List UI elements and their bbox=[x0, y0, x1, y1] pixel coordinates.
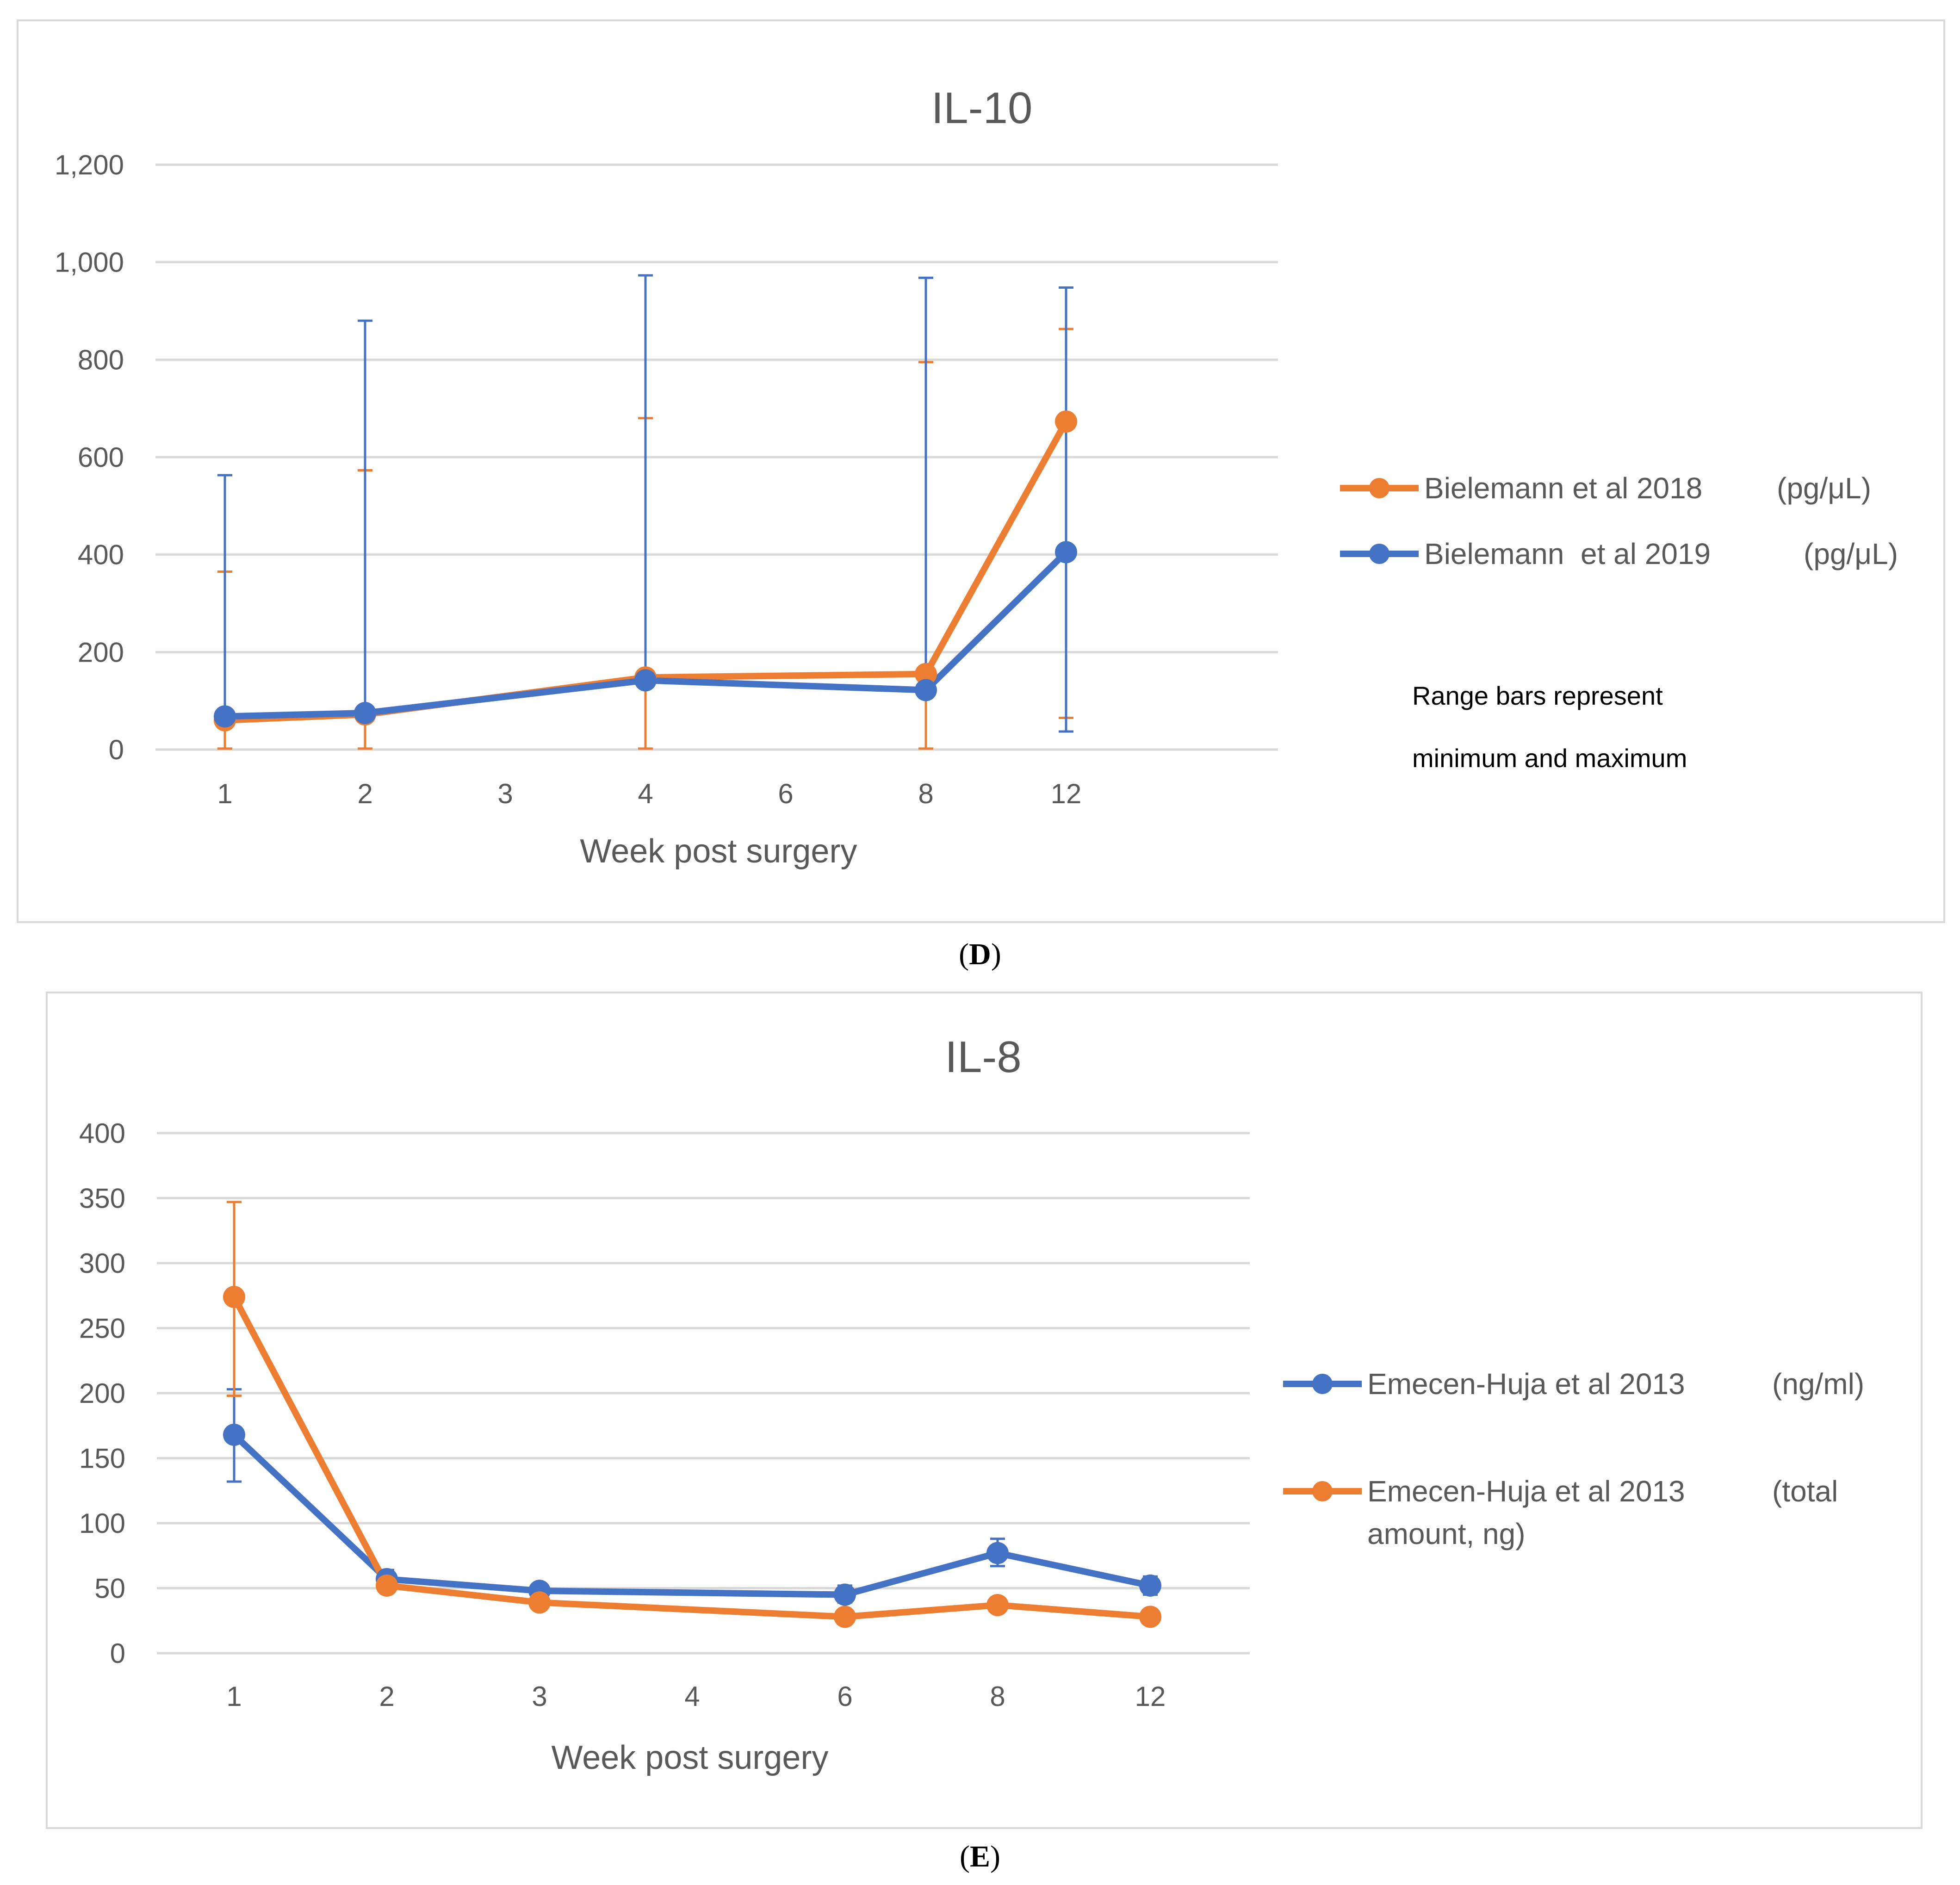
panel-d-caption: (D) bbox=[887, 937, 1073, 972]
data-point bbox=[915, 679, 937, 701]
y-tick-label: 400 bbox=[79, 1118, 125, 1149]
data-point bbox=[1055, 541, 1077, 564]
y-tick-label: 0 bbox=[109, 734, 124, 765]
y-tick-label: 600 bbox=[78, 442, 124, 473]
chart-title: IL-10 bbox=[931, 83, 1033, 133]
x-tick-label: 8 bbox=[918, 778, 933, 809]
data-point bbox=[986, 1594, 1009, 1617]
legend-unit-continued: amount, ng) bbox=[1367, 1517, 1526, 1550]
y-tick-label: 400 bbox=[78, 539, 124, 570]
series-line bbox=[231, 1431, 1154, 1598]
error-bar bbox=[217, 474, 232, 722]
caption-paren: ) bbox=[990, 1840, 1000, 1873]
legend-label: Bielemann et al 2018 bbox=[1424, 471, 1702, 505]
caption-letter: D bbox=[969, 937, 991, 971]
data-point bbox=[376, 1574, 398, 1597]
x-axis-label: Week post surgery bbox=[552, 1739, 829, 1776]
x-tick-label: 4 bbox=[684, 1681, 700, 1712]
y-tick-label: 150 bbox=[79, 1443, 125, 1474]
data-point bbox=[223, 1286, 245, 1308]
legend-swatch-marker bbox=[1369, 478, 1389, 498]
range-note-line-2: minimum and maximum bbox=[1412, 744, 1687, 773]
data-point bbox=[986, 1542, 1009, 1564]
x-tick-label: 12 bbox=[1051, 778, 1082, 809]
y-tick-label: 200 bbox=[78, 637, 124, 668]
chart-title: IL-8 bbox=[945, 1032, 1021, 1082]
data-point bbox=[1055, 410, 1077, 433]
caption-letter: E bbox=[969, 1840, 991, 1873]
legend: Bielemann et al 2018 (pg/μL) Bielemann e… bbox=[1340, 471, 1898, 570]
data-point bbox=[1139, 1606, 1161, 1628]
legend-label: Emecen-Huja et al 2013 bbox=[1367, 1475, 1685, 1508]
legend-label: Emecen-Huja et al 2013 bbox=[1367, 1367, 1685, 1401]
y-tick-label: 1,200 bbox=[55, 149, 124, 180]
error-bar bbox=[1059, 286, 1073, 733]
data-point bbox=[354, 702, 376, 724]
y-tick-label: 200 bbox=[79, 1378, 125, 1409]
x-tick-label: 3 bbox=[532, 1681, 547, 1712]
x-tick-label: 1 bbox=[217, 778, 232, 809]
caption-paren: ) bbox=[991, 937, 1001, 971]
panel-e-caption: (E) bbox=[887, 1839, 1073, 1874]
error-bar bbox=[358, 319, 372, 717]
y-tick-label: 350 bbox=[79, 1183, 125, 1214]
y-tick-label: 0 bbox=[110, 1638, 125, 1669]
range-note-line-1: Range bars represent bbox=[1412, 681, 1663, 710]
x-tick-label: 4 bbox=[638, 778, 653, 809]
data-point bbox=[915, 663, 937, 685]
x-tick-label: 1 bbox=[226, 1681, 242, 1712]
y-tick-label: 300 bbox=[79, 1248, 125, 1279]
data-point bbox=[634, 669, 657, 692]
y-tick-label: 250 bbox=[79, 1313, 125, 1344]
caption-paren: ( bbox=[959, 937, 969, 971]
x-axis-label: Week post surgery bbox=[580, 833, 857, 870]
legend-swatch-marker bbox=[1312, 1374, 1333, 1394]
legend: Emecen-Huja et al 2013 (ng/ml) Emecen-Hu… bbox=[1283, 1367, 1864, 1550]
x-tick-label: 12 bbox=[1135, 1681, 1166, 1712]
x-tick-label: 2 bbox=[379, 1681, 394, 1712]
legend-swatch-marker bbox=[1312, 1481, 1333, 1501]
legend-unit: (pg/μL) bbox=[1777, 471, 1871, 505]
legend-unit: (pg/μL) bbox=[1804, 537, 1898, 570]
legend-label: Bielemann et al 2019 bbox=[1424, 537, 1711, 570]
x-tick-label: 2 bbox=[357, 778, 372, 809]
error-bar bbox=[918, 276, 933, 693]
series-line bbox=[231, 1294, 1154, 1620]
x-tick-label: 6 bbox=[778, 778, 793, 809]
y-tick-label: 1,000 bbox=[55, 247, 124, 278]
caption-paren: ( bbox=[960, 1840, 970, 1873]
x-tick-label: 8 bbox=[990, 1681, 1005, 1712]
data-point bbox=[834, 1606, 856, 1628]
data-point bbox=[214, 705, 236, 728]
y-tick-label: 800 bbox=[78, 344, 124, 375]
y-tick-label: 50 bbox=[94, 1573, 125, 1604]
data-point bbox=[223, 1423, 245, 1446]
error-bar bbox=[638, 274, 653, 683]
legend-swatch-marker bbox=[1369, 544, 1389, 564]
legend-unit: (total bbox=[1772, 1475, 1838, 1508]
legend-unit: (ng/ml) bbox=[1772, 1367, 1864, 1401]
data-point bbox=[1139, 1574, 1161, 1597]
data-point bbox=[834, 1583, 856, 1606]
y-tick-label: 100 bbox=[79, 1508, 125, 1539]
il8-chart-panel: IL-8 0 50 100 150 200 250 300 350 400 1 2 3 4 6 8 12 W… bbox=[46, 992, 1923, 1829]
x-tick-label: 6 bbox=[837, 1681, 852, 1712]
il10-chart-panel: IL-10 0 200 400 600 800 1,000 1,200 1 2 3 4 6 8 12 W… bbox=[17, 19, 1945, 923]
data-point bbox=[528, 1591, 551, 1614]
x-tick-label: 3 bbox=[497, 778, 513, 809]
